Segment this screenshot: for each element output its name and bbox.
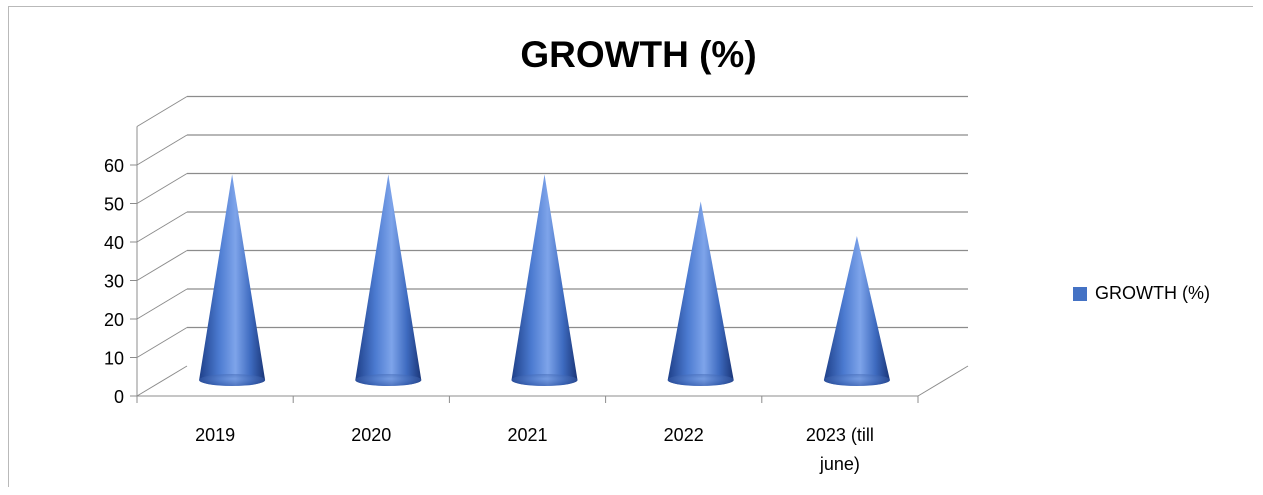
- y-tick-label: 50: [104, 195, 124, 215]
- legend-label: GROWTH (%): [1095, 283, 1210, 303]
- y-tick-label: 0: [114, 387, 124, 407]
- cone-mark: [355, 174, 422, 386]
- y-tick-label: 10: [104, 349, 124, 369]
- gridlines: [136, 95, 968, 397]
- x-tick-label: 2022: [664, 425, 704, 445]
- x-tick-label: 2019: [195, 425, 235, 445]
- gridline-diag: [136, 288, 188, 320]
- legend: GROWTH (%): [1073, 283, 1210, 304]
- y-tick-label: 40: [104, 233, 124, 253]
- legend-swatch: [1073, 286, 1087, 301]
- y-tick-label: 30: [104, 272, 124, 292]
- cone-mark: [823, 236, 890, 386]
- cone-mark: [667, 201, 734, 386]
- gridline-diag: [136, 96, 188, 127]
- gridline-diag: [136, 365, 188, 397]
- floor-right-edge: [917, 365, 969, 397]
- cone-mark: [199, 174, 266, 386]
- y-tick-label: 20: [104, 310, 124, 330]
- cone-series: [199, 174, 890, 386]
- gridline-diag: [136, 211, 188, 243]
- y-tick-label: 60: [104, 156, 124, 176]
- cone-mark: [511, 174, 578, 386]
- x-tick-label: 2020: [351, 425, 391, 445]
- x-tick-label: 2021: [507, 425, 547, 445]
- gridline-diag: [136, 134, 188, 166]
- gridline-diag: [136, 250, 188, 281]
- y-axis-tick-labels: 0 10 20 30 40 50 60: [104, 156, 124, 407]
- chart-area: [8, 6, 1253, 487]
- x-tick-label: 2023 (till june): [806, 425, 874, 474]
- x-axis-tick-labels: 2019 2020 2021 2022 2023 (till june): [195, 425, 874, 474]
- chart-title: GROWTH (%): [520, 34, 757, 75]
- gridline-diag: [136, 327, 188, 358]
- axes: [130, 126, 969, 403]
- gridline-diag: [136, 173, 188, 204]
